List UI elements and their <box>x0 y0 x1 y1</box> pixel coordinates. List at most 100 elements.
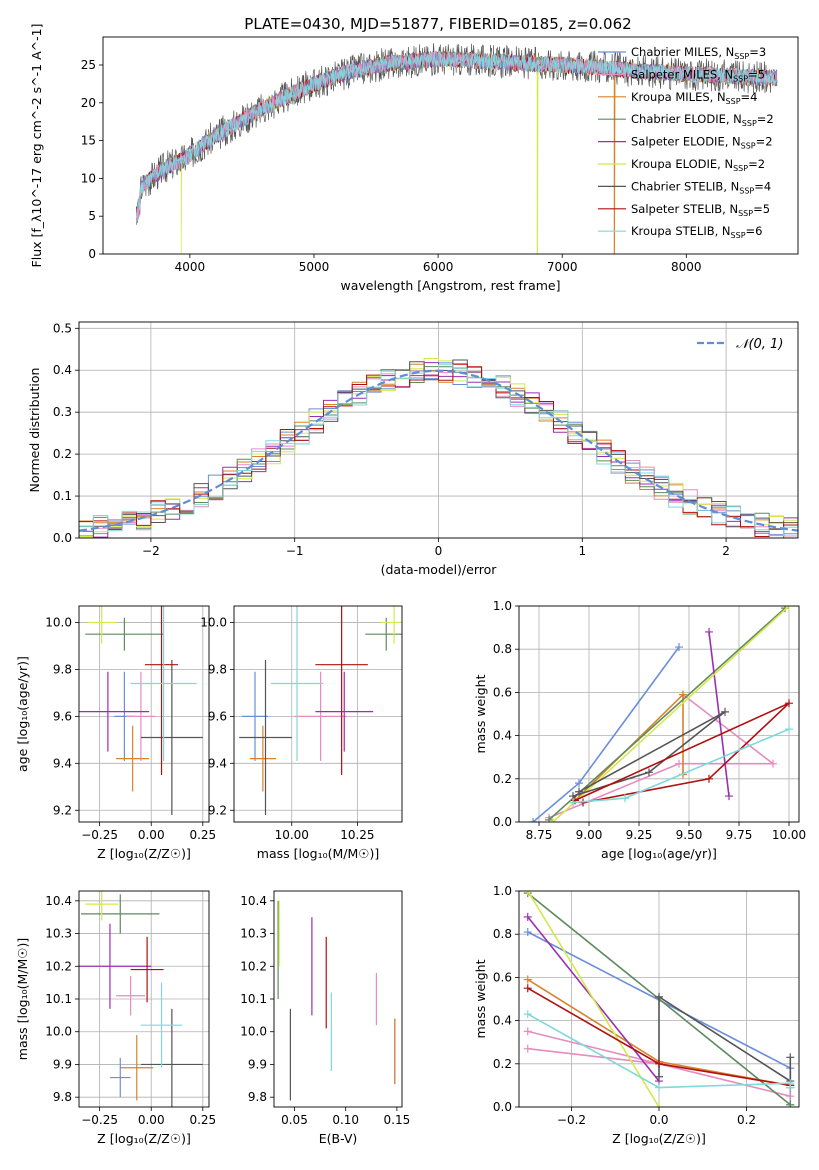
weight-marker <box>675 643 683 652</box>
x-tick-label: 0.00 <box>138 1113 165 1127</box>
y-axis-label: age [log₁₀(age/yr)] <box>15 656 30 772</box>
weight-marker <box>529 818 537 822</box>
weight-marker <box>523 928 532 937</box>
x-tick-label: 2 <box>722 544 730 558</box>
weight-marker <box>655 1103 663 1107</box>
weight-marker <box>523 912 532 921</box>
legend-label: Kroupa STELIB, NSSP=6 <box>631 224 762 240</box>
weight-line <box>572 728 790 804</box>
y-tick-label: 10.3 <box>45 927 72 941</box>
hist-legend: 𝒩(0, 1) <box>697 337 783 352</box>
x-tick-label: 0.2 <box>737 1113 756 1127</box>
y-tick-label: 9.9 <box>53 1057 72 1071</box>
y-tick-label: 10.2 <box>240 959 267 973</box>
y-tick-label: 9.6 <box>208 709 227 723</box>
panel-residual_hist: −2 −1 0 1 2 0.0 0.1 0.2 0.3 0.4 0.5 (data-model)/er… <box>27 321 799 577</box>
panel-Z_mass: −0.25 0.00 0.25 9.8 9.9 10.0 10.1 10.2 10.3 10.4 Z… <box>15 890 216 1146</box>
x-tick-label: 0 <box>435 544 443 558</box>
x-axis-label: Z [log₁₀(Z/Z☉)] <box>97 1131 191 1146</box>
y-tick-label: 0.4 <box>53 363 72 377</box>
weight-marker <box>721 707 729 716</box>
axes-frame <box>518 605 800 823</box>
weight-marker <box>675 759 683 768</box>
y-tick-label: 20 <box>81 96 96 110</box>
y-tick-label: 25 <box>81 58 96 72</box>
x-tick-label: 10.00 <box>772 828 806 842</box>
y-axis-label: Flux [f_λ10^-17 erg cm^-2 s^-1 A^-1] <box>29 24 44 268</box>
panel-Z_age: −0.25 0.00 0.25 9.2 9.4 9.6 9.8 10.0 Z [log₁₀(Z/… <box>15 605 216 861</box>
y-tick-label: 0.4 <box>493 729 512 743</box>
panel-age_weight: 8.75 9.00 9.25 9.50 9.75 10.00 0.0 0.2 0.4 0.6 0.8… <box>473 599 806 861</box>
x-tick-label: 9.50 <box>676 828 703 842</box>
x-tick-label: 0.10 <box>332 1113 359 1127</box>
x-tick-label: 0.05 <box>281 1113 308 1127</box>
y-tick-label: 9.8 <box>53 662 72 676</box>
x-tick-label: −1 <box>286 544 304 558</box>
plot-area-age_weight <box>529 606 793 822</box>
x-tick-label: 0.00 <box>138 828 165 842</box>
legend-label: 𝒩(0, 1) <box>736 337 783 352</box>
weight-line <box>658 995 792 1083</box>
y-tick-label: 0.2 <box>493 1057 512 1071</box>
weight-marker <box>523 984 532 993</box>
y-tick-label: 10.4 <box>240 894 267 908</box>
spectrum-line <box>136 50 778 222</box>
weight-marker <box>786 1092 795 1101</box>
plot-area-Z_mass <box>79 891 203 1107</box>
y-tick-label: 9.4 <box>208 756 227 770</box>
y-tick-label: 9.8 <box>53 1090 72 1104</box>
weight-marker <box>786 1100 795 1107</box>
axes-frame <box>78 605 210 823</box>
y-tick-label: 0 <box>88 247 96 261</box>
y-tick-label: 0.3 <box>53 405 72 419</box>
weight-marker <box>786 1083 795 1092</box>
y-tick-label: 0.1 <box>53 489 72 503</box>
hist-step <box>79 364 798 538</box>
weight-line <box>708 631 730 797</box>
x-tick-label: 10.25 <box>340 828 374 842</box>
weight-line <box>548 607 786 821</box>
x-axis-label: Z [log₁₀(Z/Z☉)] <box>612 1131 706 1146</box>
weight-marker <box>645 768 653 777</box>
weight-marker <box>655 992 663 1001</box>
legend-label: Kroupa ELODIE, NSSP=2 <box>631 157 765 173</box>
x-axis-label: (data-model)/error <box>381 562 498 577</box>
weight-marker <box>769 759 777 768</box>
plot-area-Z_weight <box>523 891 795 1107</box>
x-tick-label: −0.2 <box>557 1113 586 1127</box>
weight-marker <box>786 1053 795 1062</box>
weight-marker <box>523 1010 532 1019</box>
y-tick-label: 10.0 <box>200 615 227 629</box>
legend-label: Kroupa MILES, NSSP=4 <box>631 90 757 106</box>
y-tick-label: 10.4 <box>45 894 72 908</box>
weight-marker <box>655 1072 663 1081</box>
x-tick-label: 9.25 <box>626 828 653 842</box>
weight-marker <box>655 1059 663 1068</box>
spectrum-legend: Chabrier MILES, NSSP=3 Salpeter MILES, NS… <box>598 45 774 240</box>
y-tick-label: 10 <box>81 171 96 185</box>
y-tick-label: 9.6 <box>53 709 72 723</box>
y-tick-label: 9.4 <box>53 756 72 770</box>
weight-line <box>574 702 790 804</box>
weight-marker <box>523 891 532 895</box>
y-tick-label: 0.8 <box>493 642 512 656</box>
axes-frame <box>78 321 799 539</box>
x-tick-label: 9.75 <box>726 828 753 842</box>
y-tick-label: 9.9 <box>248 1057 267 1071</box>
axes-frame <box>273 890 403 1108</box>
y-tick-label: 9.8 <box>248 1090 267 1104</box>
x-tick-label: 1 <box>578 544 586 558</box>
x-tick-label: 7000 <box>547 260 578 274</box>
x-tick-label: −2 <box>142 544 160 558</box>
y-tick-label: 5 <box>88 209 96 223</box>
y-tick-label: 9.2 <box>208 803 227 817</box>
x-tick-label: 5000 <box>299 260 330 274</box>
axes-frame <box>102 36 799 255</box>
x-tick-label: 10.00 <box>275 828 309 842</box>
y-tick-label: 0.6 <box>493 685 512 699</box>
plot-area-ebv_mass <box>277 900 396 1101</box>
x-tick-label: 6000 <box>423 260 454 274</box>
x-tick-label: 4000 <box>175 260 206 274</box>
y-axis-label: mass weight <box>473 674 488 753</box>
